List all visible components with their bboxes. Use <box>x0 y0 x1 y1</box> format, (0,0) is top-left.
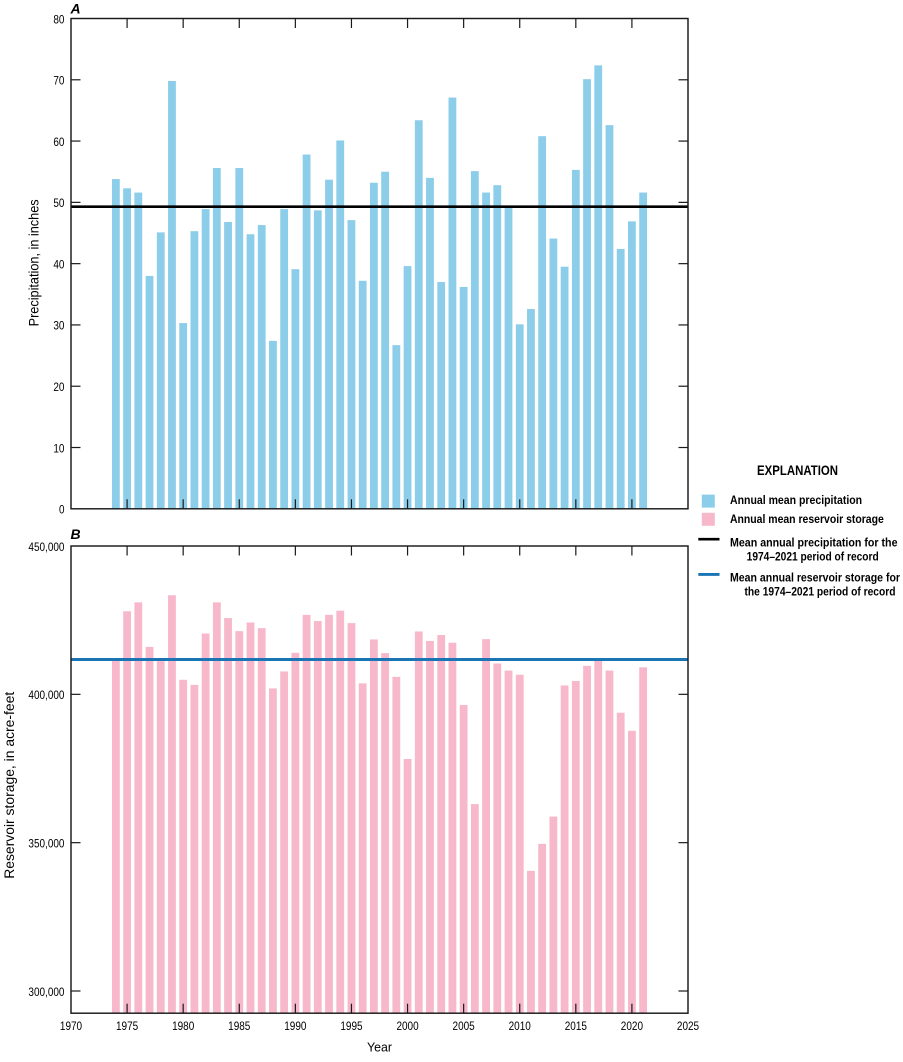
svg-text:2020: 2020 <box>621 1019 643 1033</box>
svg-text:10: 10 <box>53 441 64 455</box>
svg-text:80: 80 <box>53 12 64 26</box>
svg-text:1980: 1980 <box>172 1019 194 1033</box>
svg-text:400,000: 400,000 <box>28 688 64 702</box>
svg-text:1975: 1975 <box>116 1019 138 1033</box>
svg-text:Annual mean precipitation: Annual mean precipitation <box>730 494 862 507</box>
svg-text:1970: 1970 <box>60 1019 82 1033</box>
svg-text:40: 40 <box>53 257 64 271</box>
svg-text:2010: 2010 <box>509 1019 531 1033</box>
svg-text:2025: 2025 <box>677 1019 699 1033</box>
svg-text:50: 50 <box>53 196 64 210</box>
svg-text:Precipitation, in inches: Precipitation, in inches <box>26 199 41 326</box>
svg-text:20: 20 <box>53 380 64 394</box>
svg-text:EXPLANATION: EXPLANATION <box>757 462 838 478</box>
svg-text:350,000: 350,000 <box>28 836 64 850</box>
svg-text:1974–2021 period of record: 1974–2021 period of record <box>747 551 879 564</box>
svg-text:450,000: 450,000 <box>28 540 64 554</box>
svg-text:60: 60 <box>53 135 64 149</box>
svg-text:Mean annual reservoir storage: Mean annual reservoir storage for <box>730 571 900 584</box>
svg-text:Annual mean reservoir storage: Annual mean reservoir storage <box>730 513 884 526</box>
svg-text:0: 0 <box>59 503 65 517</box>
svg-text:1990: 1990 <box>284 1019 306 1033</box>
svg-text:Mean annual precipitation for: Mean annual precipitation for the <box>730 537 898 550</box>
svg-text:2000: 2000 <box>396 1019 418 1033</box>
svg-text:2005: 2005 <box>453 1019 475 1033</box>
svg-text:70: 70 <box>53 74 64 88</box>
svg-text:B: B <box>71 526 81 542</box>
svg-text:1995: 1995 <box>340 1019 362 1033</box>
svg-text:1985: 1985 <box>228 1019 250 1033</box>
svg-text:the 1974–2021 period of record: the 1974–2021 period of record <box>745 585 896 598</box>
svg-text:30: 30 <box>53 319 64 333</box>
svg-text:Year: Year <box>367 1040 393 1055</box>
svg-text:300,000: 300,000 <box>28 985 64 999</box>
svg-text:Reservoir storage, in acre-fee: Reservoir storage, in acre-feet <box>2 692 17 879</box>
svg-text:2015: 2015 <box>565 1019 587 1033</box>
svg-text:A: A <box>70 0 81 16</box>
